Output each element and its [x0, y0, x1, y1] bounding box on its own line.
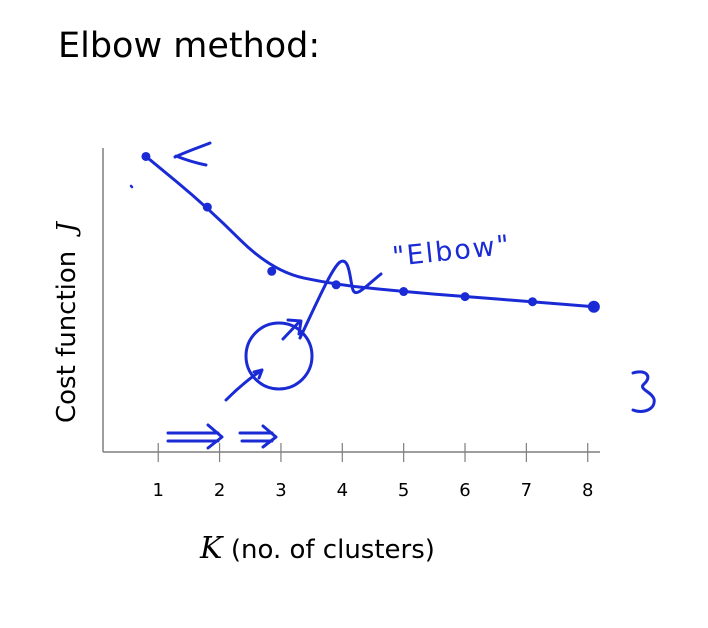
- x-axis-label-var: K: [199, 531, 224, 566]
- data-point-1: [141, 151, 151, 161]
- x-axis-label: K (no. of clusters): [199, 531, 435, 566]
- x-tick-label-6: 6: [459, 480, 470, 501]
- tick-stroke-icon: [224, 368, 264, 402]
- x-tick-label-7: 7: [521, 480, 532, 501]
- data-point-3: [267, 266, 277, 276]
- arrow-into-elbow-icon: [281, 318, 303, 341]
- y-axis-label-var: J: [52, 220, 82, 237]
- elbow-circle: [244, 321, 314, 391]
- brace-right-icon: [631, 370, 656, 413]
- x-tick-labels: 1 2 3 4 5 6 7 8: [152, 480, 593, 501]
- data-point-6: [460, 292, 470, 302]
- data-point-7: [528, 297, 538, 307]
- elbow-annotation: "Elbow": [391, 230, 513, 273]
- series-line: [144, 154, 596, 309]
- series-points: [141, 151, 600, 313]
- x-tick-label-4: 4: [337, 480, 348, 501]
- y-axis-label: Cost function J: [52, 220, 82, 423]
- chart-title: Elbow method:: [58, 26, 321, 66]
- data-point-4: [331, 280, 341, 290]
- x-axis-label-text: (no. of clusters): [231, 535, 435, 565]
- data-point-5: [399, 287, 409, 297]
- data-point-2: [202, 202, 212, 212]
- x-tick-label-5: 5: [398, 480, 409, 501]
- squiggle-pointer-icon: [298, 259, 383, 340]
- x-tick-label-1: 1: [152, 480, 163, 501]
- x-tick-label-2: 2: [214, 480, 225, 501]
- x-tick-label-8: 8: [582, 480, 593, 501]
- stray-dot-icon: [129, 184, 134, 189]
- data-point-8: [587, 300, 600, 313]
- x-tick-label-3: 3: [275, 480, 286, 501]
- x-ticks: [157, 443, 589, 462]
- y-axis-label-text: Cost function: [52, 251, 82, 423]
- double-arrow-icon: [166, 423, 278, 450]
- arrow-top-left-icon: [173, 141, 212, 167]
